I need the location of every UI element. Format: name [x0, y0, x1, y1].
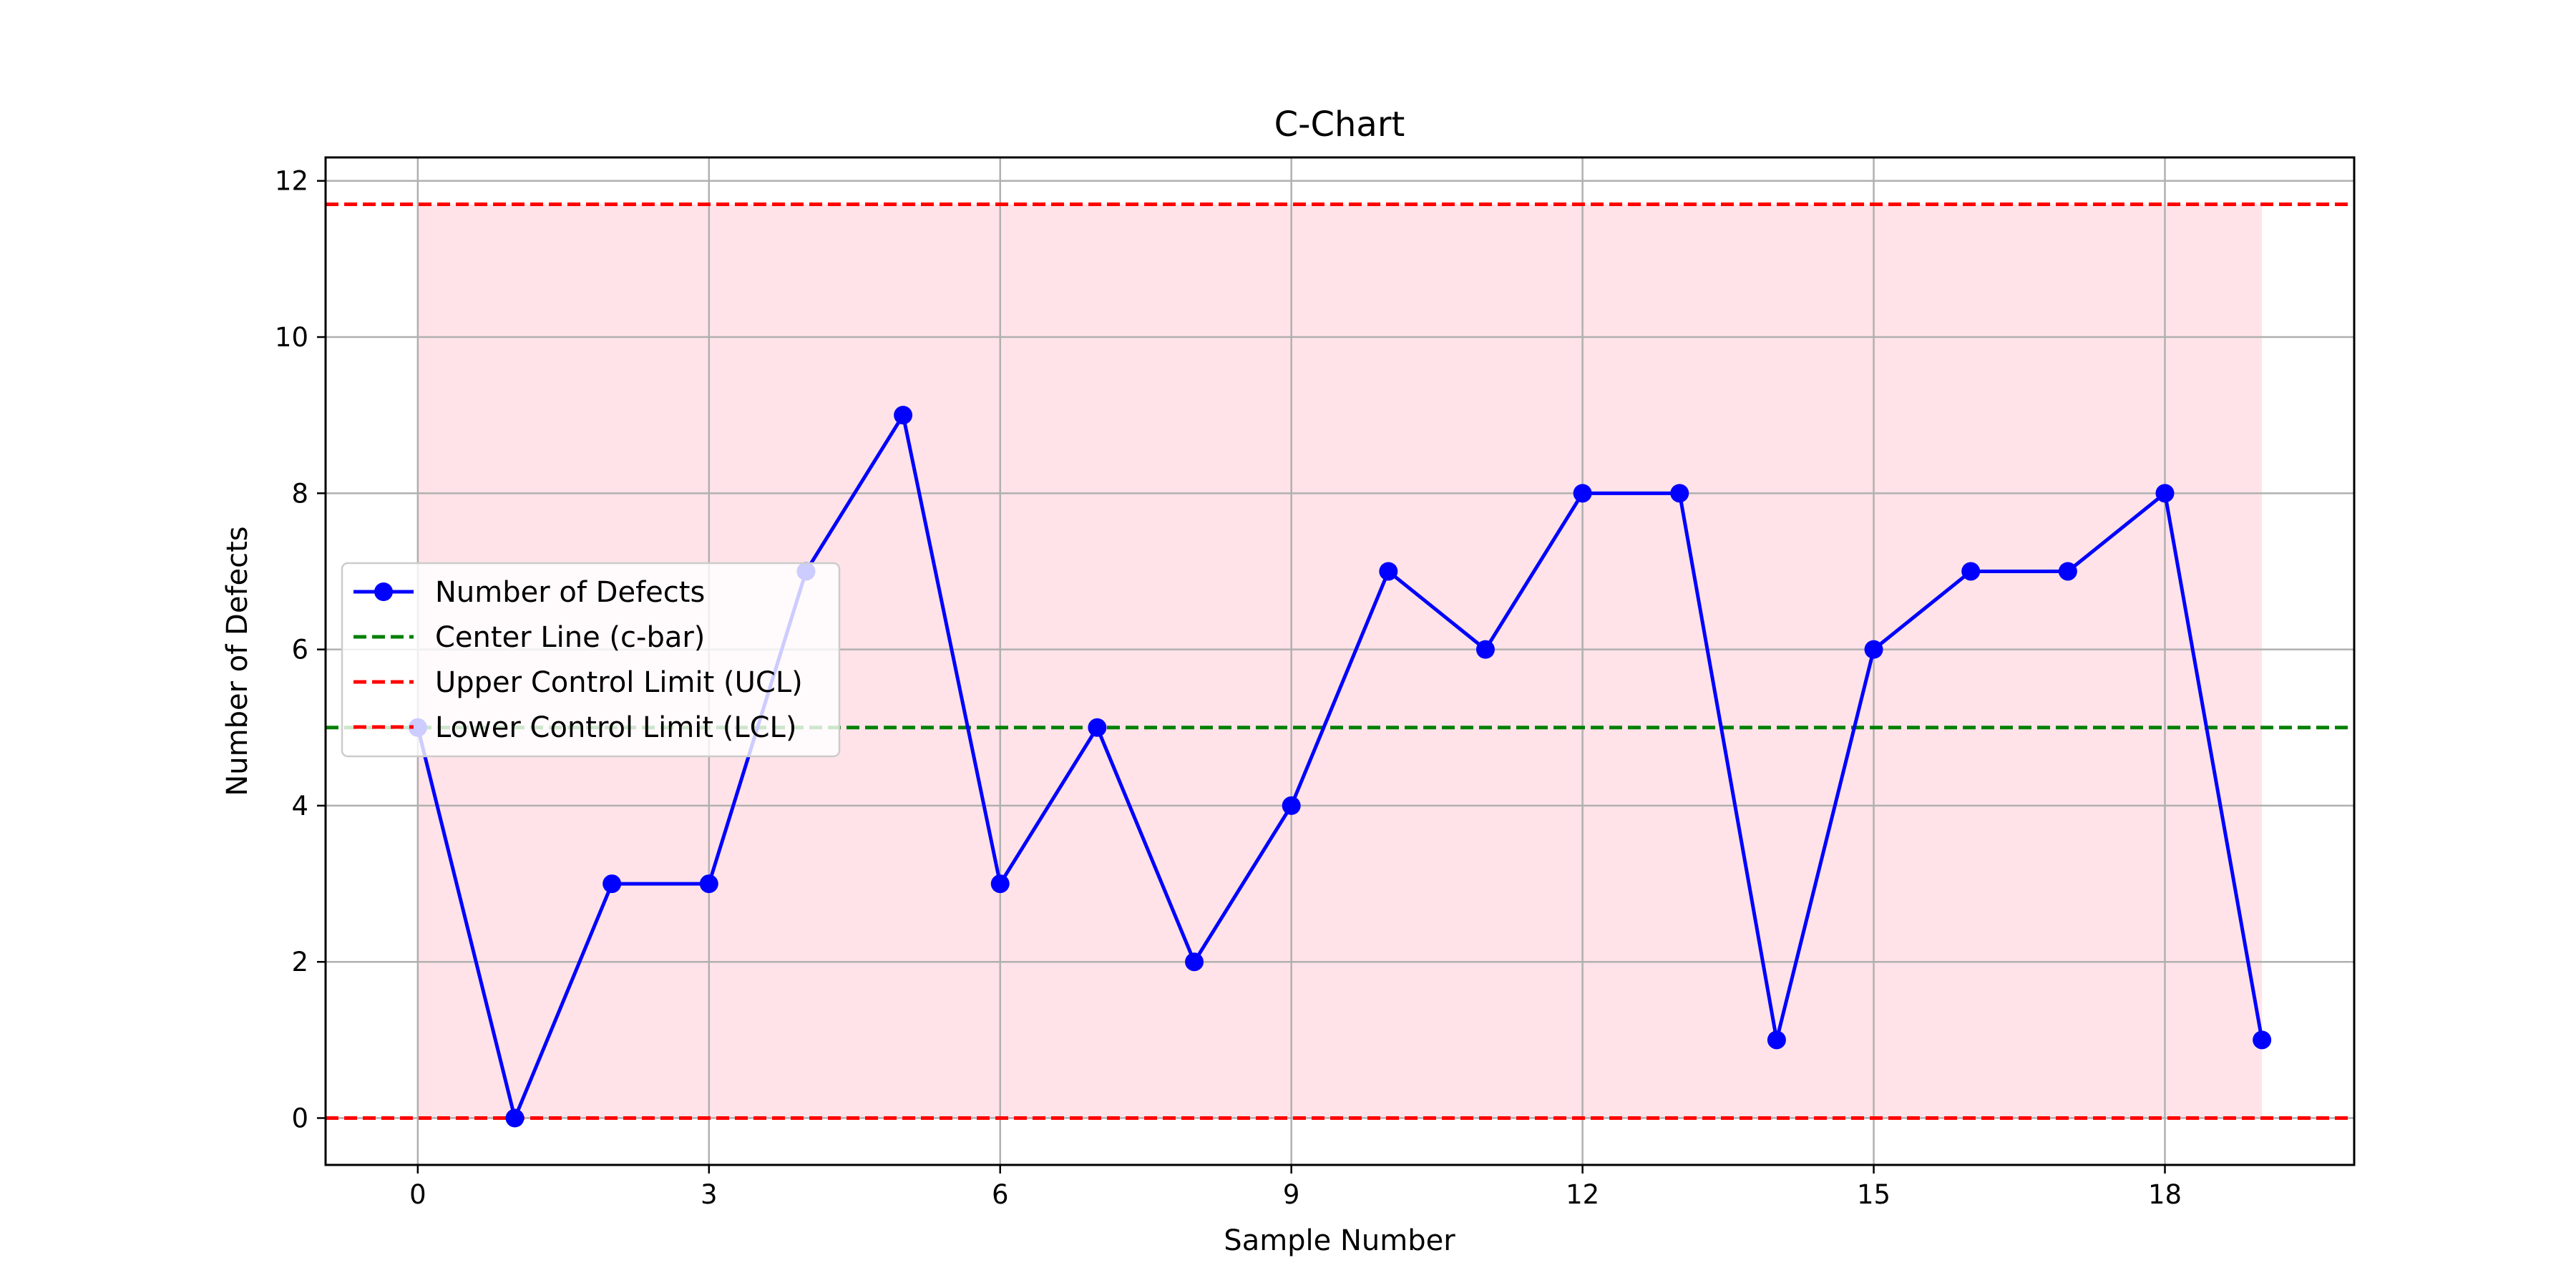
- data-point: [1767, 1030, 1786, 1050]
- data-point: [602, 874, 622, 894]
- x-tick-label: 15: [1857, 1179, 1890, 1210]
- y-tick-label: 4: [291, 791, 308, 821]
- data-point: [1864, 640, 1883, 659]
- legend-label: Number of Defects: [435, 576, 705, 609]
- legend-label: Lower Control Limit (LCL): [435, 711, 796, 744]
- data-point: [1282, 796, 1301, 815]
- y-tick-label: 8: [291, 478, 308, 509]
- legend-marker: [374, 582, 393, 601]
- data-point: [2058, 562, 2077, 581]
- y-tick-label: 0: [291, 1103, 308, 1134]
- data-point: [1573, 484, 1592, 503]
- data-point: [894, 406, 913, 425]
- data-point: [1670, 484, 1689, 503]
- y-axis-title: Number of Defects: [221, 526, 254, 796]
- data-point: [699, 874, 718, 894]
- y-tick-label: 10: [275, 322, 308, 353]
- plot-frame: [324, 156, 2356, 1166]
- x-tick-label: 3: [701, 1179, 718, 1210]
- x-tick-label: 9: [1283, 1179, 1300, 1210]
- y-tick-label: 2: [291, 947, 308, 977]
- data-point: [505, 1108, 525, 1128]
- data-point: [990, 874, 1010, 894]
- x-tick-label: 6: [992, 1179, 1009, 1210]
- data-point: [1379, 562, 1398, 581]
- legend-label: Center Line (c-bar): [435, 621, 705, 654]
- data-point: [1088, 718, 1107, 737]
- data-point: [1185, 952, 1204, 972]
- legend-box: [341, 562, 841, 758]
- legend-label: Upper Control Limit (UCL): [435, 666, 803, 699]
- x-tick-label: 18: [2148, 1179, 2182, 1210]
- data-point: [2253, 1030, 2272, 1050]
- x-axis-title: Sample Number: [1224, 1224, 1455, 1257]
- y-tick-label: 6: [291, 635, 308, 665]
- legend: Number of Defects Center Line (c-bar) Uppe…: [341, 562, 841, 758]
- x-tick-label: 0: [409, 1179, 426, 1210]
- chart-title: C-Chart: [1274, 104, 1405, 145]
- data-point: [1961, 562, 1981, 581]
- x-tick-label: 12: [1566, 1179, 1599, 1210]
- data-point: [2155, 484, 2175, 503]
- y-tick-label: 12: [275, 166, 308, 197]
- data-point: [1475, 640, 1495, 659]
- defects-series-line: [416, 413, 2264, 1121]
